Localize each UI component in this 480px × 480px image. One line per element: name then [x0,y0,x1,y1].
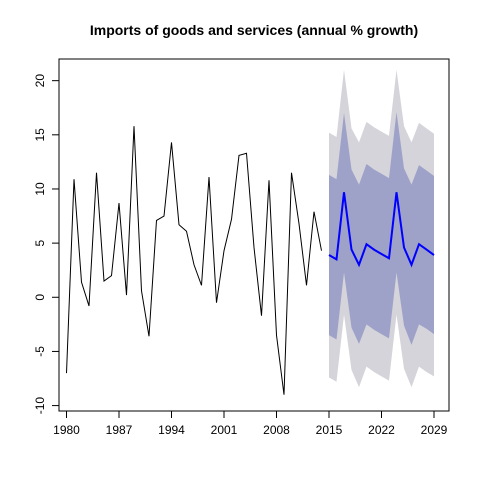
chart-title: Imports of goods and services (annual % … [90,22,418,38]
x-tick-label: 2022 [368,423,395,437]
band-80 [329,112,434,345]
x-tick-label: 2001 [211,423,238,437]
y-tick-label: -5 [33,346,47,357]
plot-frame [58,58,450,412]
x-tick-label: 1987 [106,423,133,437]
x-tick-label: 1994 [158,423,185,437]
x-tick-label: 2029 [421,423,448,437]
series-line-history [66,126,322,395]
y-tick-label: 15 [33,128,47,142]
y-tick-label: 10 [33,182,47,196]
y-tick-label: 0 [33,294,47,301]
forecast-intervals [329,69,434,388]
y-tick-label: -10 [33,397,47,415]
y-tick-label: 5 [33,239,47,246]
x-tick-label: 1980 [53,423,80,437]
series-lines [66,126,435,395]
x-tick-label: 2015 [316,423,343,437]
series-line-forecast [328,192,435,268]
x-tick-label: 2008 [263,423,290,437]
y-tick-label: 20 [33,74,47,88]
